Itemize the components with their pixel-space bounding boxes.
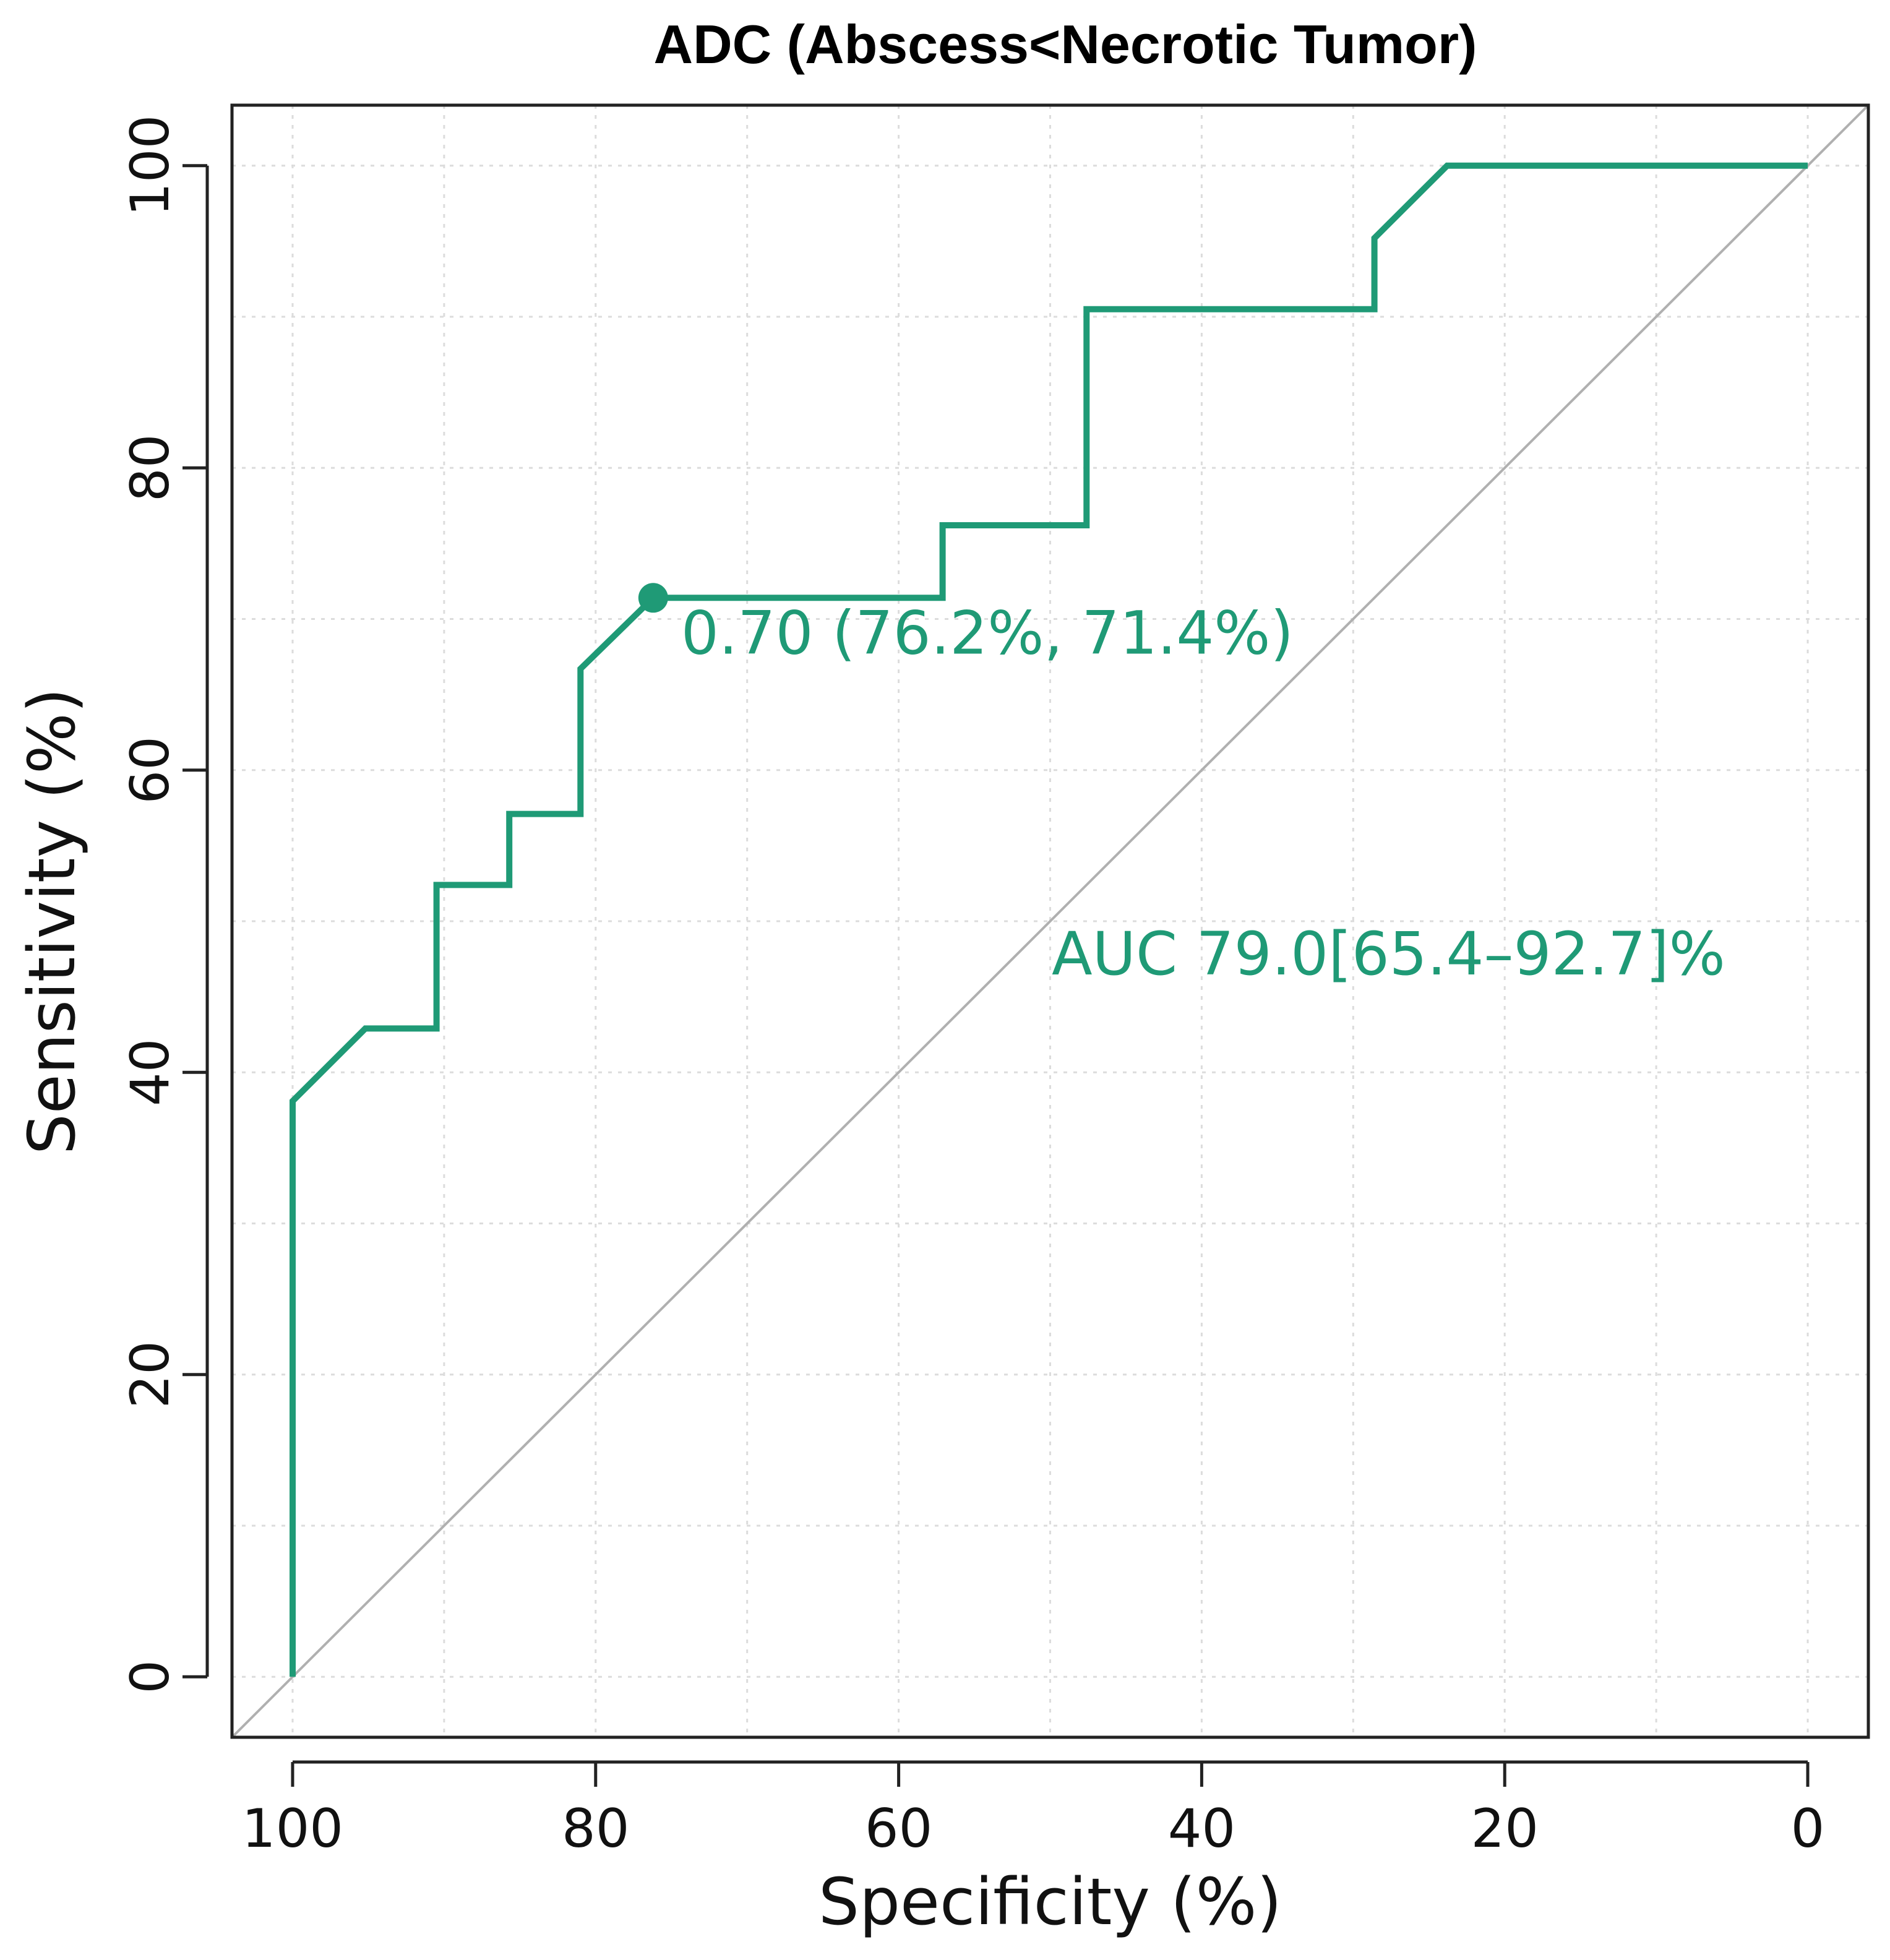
x-tick-label: 80 <box>562 1798 629 1860</box>
plot-frame <box>230 103 1870 1739</box>
y-tick-label: 60 <box>119 736 181 804</box>
x-tick-label: 0 <box>1791 1798 1825 1860</box>
reference-diagonal <box>231 104 1870 1739</box>
x-axis: 100 80 60 40 20 0 <box>242 1760 1825 1860</box>
threshold-label: 0.70 (76.2%, 71.4%) <box>681 598 1294 668</box>
roc-curve-line <box>290 162 1808 1677</box>
x-tick-label: 100 <box>242 1798 343 1860</box>
x-tick-label: 40 <box>1168 1798 1235 1860</box>
auc-label: AUC 79.0[65.4–92.7]% <box>1052 919 1725 989</box>
y-tick-label: 40 <box>119 1039 181 1106</box>
y-tick-label: 80 <box>119 434 181 502</box>
y-tick-label: 100 <box>119 115 181 217</box>
x-tick-label: 20 <box>1471 1798 1539 1860</box>
chart-title: ADC (Abscess<Necrotic Tumor) <box>654 14 1477 75</box>
y-tick-label: 20 <box>119 1341 181 1408</box>
y-axis-label: Sensitivity (%) <box>14 688 90 1154</box>
threshold-point <box>638 583 668 613</box>
y-tick-label: 0 <box>119 1660 181 1694</box>
x-axis-label: Specificity (%) <box>818 1864 1282 1940</box>
x-tick-label: 60 <box>865 1798 932 1860</box>
y-axis: 0 20 40 60 80 100 <box>119 115 209 1694</box>
